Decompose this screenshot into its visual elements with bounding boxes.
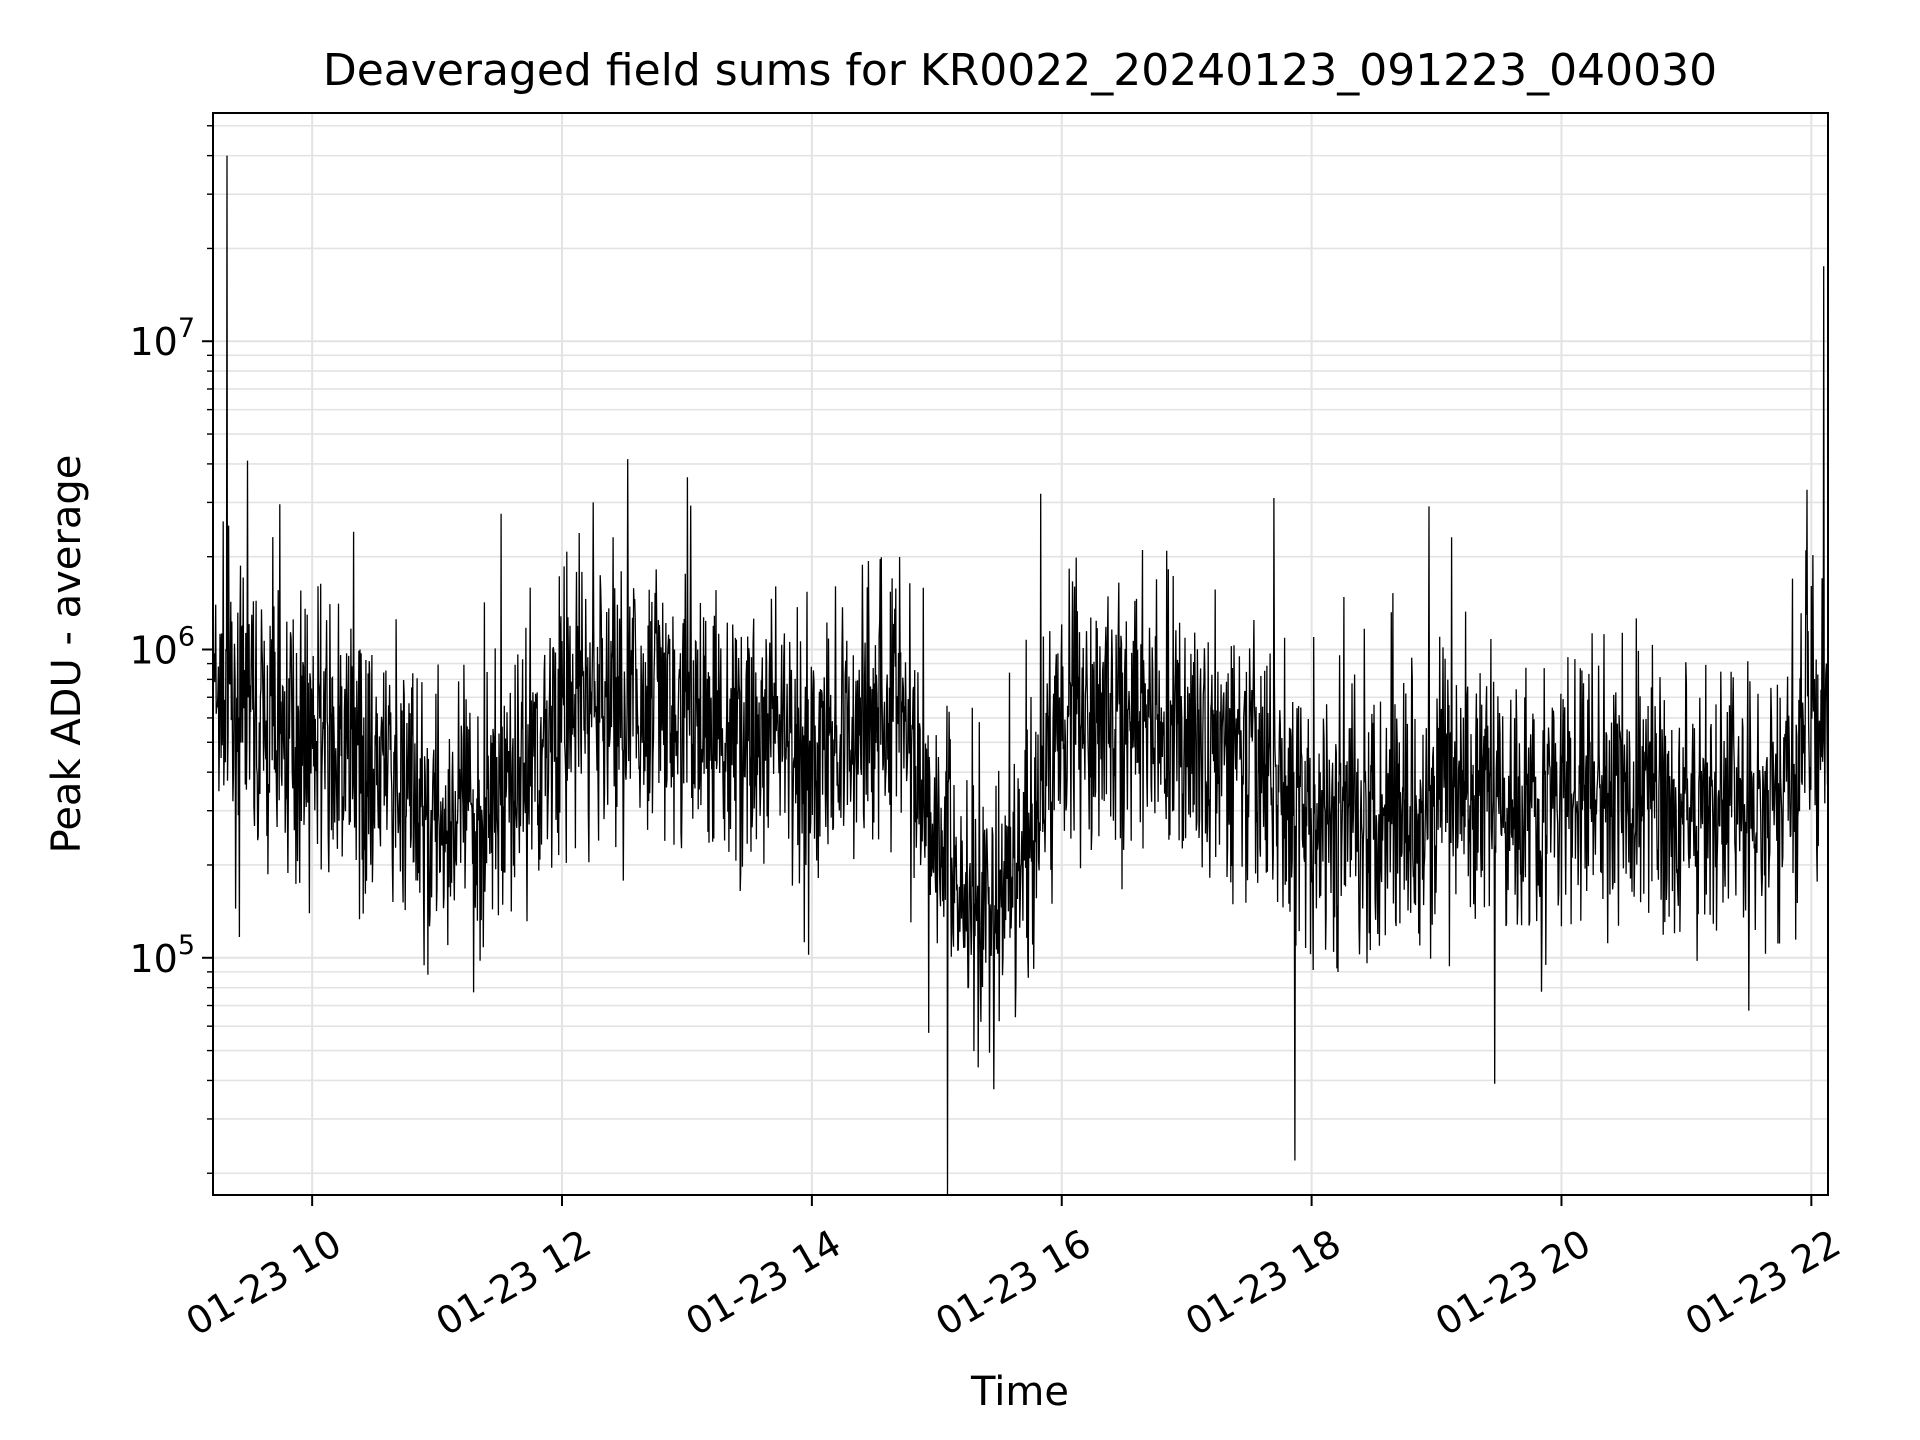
y-tick-label: 107 xyxy=(129,313,195,364)
axis-ticks: 01-23 10 01-23 12 01-23 14 01-23 16 01-23 18… xyxy=(129,125,1848,1345)
y-tick-exponent: 7 xyxy=(178,313,195,344)
x-tick-label: 01-23 10 xyxy=(179,1221,349,1345)
y-tick-base: 10 xyxy=(129,937,177,981)
chart-title: Deaveraged field sums for KR0022_2024012… xyxy=(323,45,1717,96)
x-tick-label: 01-23 18 xyxy=(1178,1221,1348,1345)
data-series-line xyxy=(212,155,1829,1196)
plot-frame xyxy=(212,112,1829,1196)
x-tick-label: 01-23 22 xyxy=(1678,1221,1848,1345)
y-tick-base: 10 xyxy=(129,320,177,364)
grid-lines xyxy=(213,113,1828,1195)
y-tick-base: 10 xyxy=(129,629,177,673)
x-axis-label: Time xyxy=(970,1369,1069,1415)
series-layer xyxy=(212,155,1829,1196)
y-tick-label: 105 xyxy=(129,930,195,981)
x-tick-label: 01-23 14 xyxy=(678,1221,848,1345)
y-axis-label: Peak ADU - average xyxy=(44,455,90,854)
x-tick-label: 01-23 20 xyxy=(1428,1221,1598,1345)
y-tick-label: 106 xyxy=(129,622,195,673)
x-tick-label: 01-23 12 xyxy=(429,1221,599,1345)
x-tick-label: 01-23 16 xyxy=(928,1221,1098,1345)
y-tick-exponent: 6 xyxy=(178,622,195,653)
y-tick-exponent: 5 xyxy=(178,930,195,961)
